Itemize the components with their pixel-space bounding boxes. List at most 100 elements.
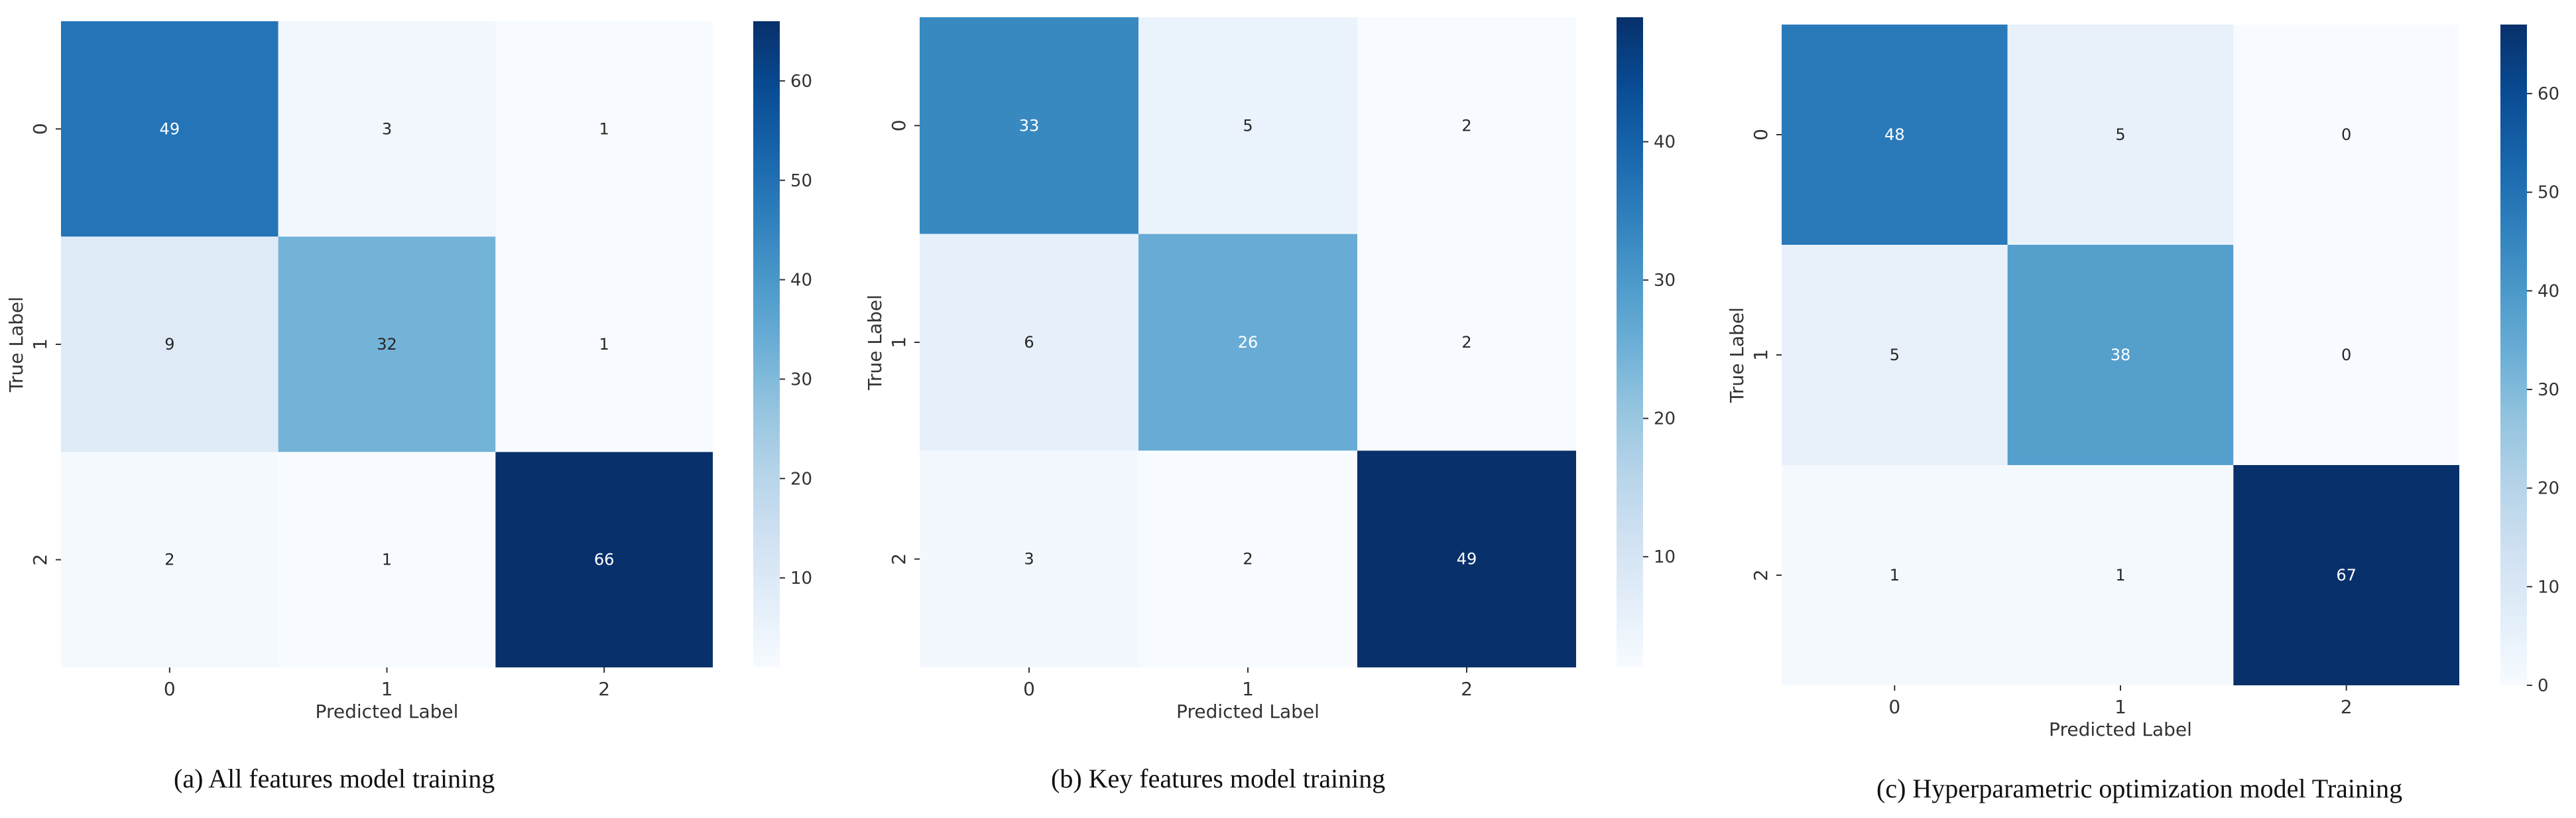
heatmap-cell	[920, 450, 1138, 667]
cell-value-label: 2	[1461, 116, 1471, 135]
heatmap-cell	[1782, 25, 2008, 245]
heatmap-cell	[1138, 234, 1357, 451]
y-tick-label: 0	[29, 123, 51, 135]
x-axis-label: Predicted Label	[316, 701, 459, 722]
y-axis-label: True Label	[1726, 307, 1748, 403]
y-tick-label: 1	[888, 336, 910, 348]
cell-value-label: 67	[2336, 566, 2357, 584]
heatmap-cell	[495, 21, 713, 237]
caption-a: (a) All features model training	[174, 764, 495, 793]
cell-value-label: 9	[164, 335, 174, 354]
heatmap-cell	[278, 452, 496, 667]
heatmap-cell	[2233, 25, 2459, 245]
y-tick-label: 2	[1750, 569, 1772, 581]
x-axis-label: Predicted Label	[2049, 718, 2192, 740]
caption-c: (c) Hyperparametric optimization model T…	[1876, 774, 2403, 803]
cell-value-label: 2	[1243, 550, 1253, 569]
colorbar-tick-label: 10	[2538, 577, 2559, 597]
cell-value-label: 49	[1457, 550, 1477, 569]
heatmap-cell	[920, 234, 1138, 451]
cell-value-label: 26	[1238, 333, 1258, 352]
heatmap-cell	[1138, 17, 1357, 234]
x-tick-label: 0	[1888, 696, 1900, 718]
y-tick-label: 2	[29, 554, 51, 566]
heatmap-cell	[1357, 234, 1576, 451]
y-axis-label: True Label	[864, 295, 886, 391]
caption-b: (b) Key features model training	[1051, 764, 1386, 793]
cell-value-label: 5	[1890, 346, 1900, 364]
cell-value-label: 1	[599, 119, 609, 138]
colorbar	[1617, 17, 1643, 667]
heatmap-cell	[2007, 465, 2234, 685]
colorbar-tick-label: 10	[1654, 547, 1676, 567]
cell-value-label: 5	[2115, 125, 2125, 144]
cell-value-label: 3	[1024, 550, 1034, 569]
y-tick-label: 0	[888, 119, 910, 131]
colorbar-tick-label: 20	[2538, 479, 2559, 499]
colorbar-tick-label: 50	[2538, 183, 2559, 203]
colorbar	[753, 21, 780, 667]
colorbar-tick-label: 30	[790, 370, 812, 389]
x-tick-label: 1	[381, 678, 393, 700]
x-tick-label: 2	[598, 678, 610, 700]
heatmap-cell	[1782, 245, 2008, 465]
colorbar-tick-label: 40	[2538, 281, 2559, 301]
heatmap-cell	[61, 236, 278, 452]
cell-value-label: 48	[1884, 125, 1905, 144]
colorbar-tick-label: 40	[1654, 133, 1676, 153]
cell-value-label: 66	[594, 551, 615, 569]
cell-value-label: 1	[1890, 566, 1900, 584]
cell-value-label: 0	[2341, 346, 2351, 364]
cell-value-label: 1	[599, 335, 609, 354]
y-tick-label: 1	[1750, 349, 1772, 361]
cell-value-label: 2	[164, 551, 174, 569]
heatmap-cell	[920, 17, 1138, 234]
cell-value-label: 0	[2341, 125, 2351, 144]
x-tick-label: 0	[1023, 678, 1035, 700]
heatmap-cell	[1782, 465, 2008, 685]
cell-value-label: 3	[382, 119, 392, 138]
colorbar-tick-label: 60	[2538, 84, 2559, 104]
colorbar	[2500, 25, 2527, 685]
x-tick-label: 2	[1461, 678, 1473, 700]
cell-value-label: 38	[2111, 346, 2131, 364]
x-tick-label: 0	[164, 678, 176, 700]
y-tick-label: 2	[888, 553, 910, 565]
cell-value-label: 2	[1461, 333, 1471, 352]
colorbar-tick-label: 0	[2538, 676, 2549, 696]
heatmap-cell	[2007, 245, 2234, 465]
x-axis-label: Predicted Label	[1176, 701, 1319, 722]
colorbar-tick-label: 10	[790, 569, 812, 588]
cell-value-label: 32	[377, 335, 397, 354]
colorbar-tick-label: 40	[790, 271, 812, 291]
heatmap-cell	[2007, 25, 2234, 245]
colorbar-tick-label: 20	[1654, 409, 1676, 429]
heatmap-cell	[2233, 245, 2459, 465]
heatmap-cell	[495, 452, 713, 667]
colorbar-tick-label: 50	[790, 171, 812, 191]
cell-value-label: 1	[382, 551, 392, 569]
y-tick-label: 1	[29, 338, 51, 350]
colorbar-tick-label: 30	[1654, 271, 1676, 291]
heatmap-cell	[495, 236, 713, 452]
cell-value-label: 6	[1024, 333, 1034, 352]
heatmap-cell	[278, 21, 496, 237]
heatmap-cell	[1357, 450, 1576, 667]
heatmap-cell	[2233, 465, 2459, 685]
heatmap-cell	[278, 236, 496, 452]
x-tick-label: 2	[2341, 696, 2353, 718]
cell-value-label: 5	[1243, 116, 1253, 135]
x-tick-label: 1	[2115, 696, 2126, 718]
cell-value-label: 1	[2115, 566, 2125, 584]
heatmap-cell	[61, 21, 278, 237]
y-axis-label: True Label	[5, 297, 27, 393]
heatmap-cell	[1357, 17, 1576, 234]
heatmap-cell	[1138, 450, 1357, 667]
x-tick-label: 1	[1242, 678, 1254, 700]
heatmap-cell	[61, 452, 278, 667]
colorbar-tick-label: 20	[790, 469, 812, 489]
